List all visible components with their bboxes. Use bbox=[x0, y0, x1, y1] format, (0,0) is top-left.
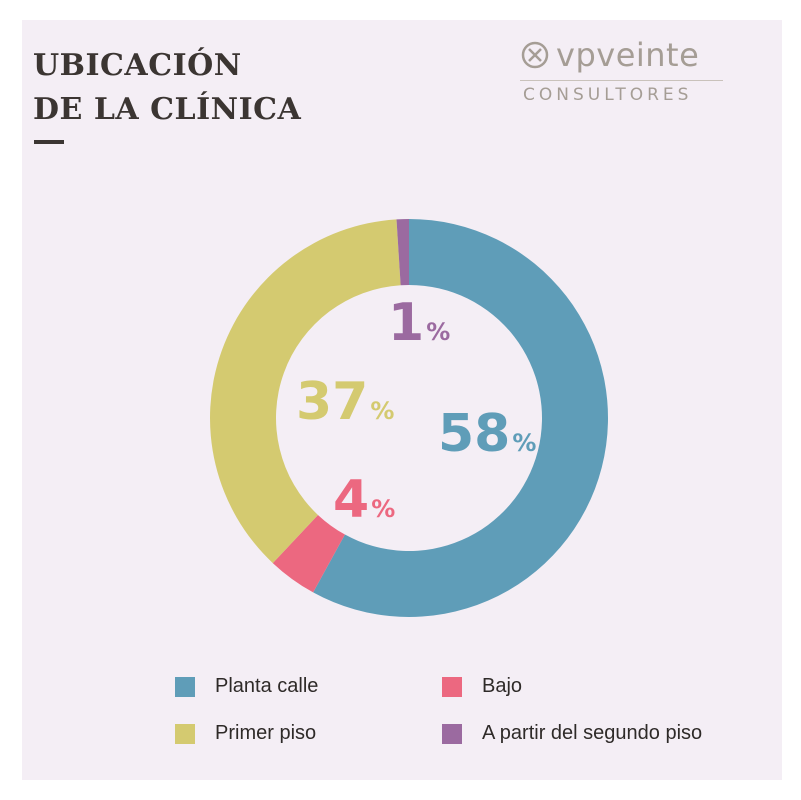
pct-sign: % bbox=[370, 397, 395, 425]
pct-value: 58 bbox=[438, 404, 511, 464]
infographic-card bbox=[22, 20, 782, 780]
donut-slice-planta-calle bbox=[313, 219, 608, 617]
circle-x-emblem-icon bbox=[521, 41, 549, 69]
pct-sign: % bbox=[426, 318, 451, 346]
donut-slice-primer-piso bbox=[209, 219, 401, 564]
pct-label-bajo: 4% bbox=[333, 470, 395, 530]
company-logo: vpveinte CONSULTORES bbox=[520, 36, 730, 106]
logo-subtitle: CONSULTORES bbox=[520, 80, 723, 105]
pct-label-planta-calle: 58% bbox=[438, 404, 536, 464]
pct-value: 1 bbox=[388, 293, 425, 353]
legend-item: A partir del segundo piso bbox=[442, 722, 702, 745]
legend-item: Primer piso bbox=[175, 722, 316, 745]
pct-sign: % bbox=[371, 495, 396, 523]
legend-label: Primer piso bbox=[215, 722, 317, 744]
pct-sign: % bbox=[512, 429, 537, 457]
legend-label: Planta calle bbox=[215, 675, 319, 697]
chart-title: UBICACIÓN DE LA CLÍNICA bbox=[33, 44, 301, 132]
legend-item: Bajo bbox=[442, 675, 522, 698]
legend-swatch bbox=[175, 723, 195, 744]
legend-swatch bbox=[442, 676, 462, 697]
pct-label-primer-piso: 37% bbox=[296, 372, 394, 432]
legend-label: Bajo bbox=[482, 675, 523, 697]
legend-swatch bbox=[442, 723, 462, 744]
title-underline bbox=[34, 140, 64, 144]
donut-slice-a-partir-del-segundo-piso bbox=[396, 219, 409, 286]
legend-swatch bbox=[175, 676, 195, 697]
pct-value: 4 bbox=[333, 470, 370, 530]
logo-wordmark: vpveinte bbox=[556, 36, 700, 74]
legend-item: Planta calle bbox=[175, 675, 318, 698]
legend-label: A partir del segundo piso bbox=[482, 722, 703, 744]
donut-slice-bajo bbox=[272, 514, 345, 593]
title-line-1: UBICACIÓN bbox=[33, 48, 242, 83]
title-line-2: DE LA CLÍNICA bbox=[33, 92, 302, 127]
pct-value: 37 bbox=[296, 372, 369, 432]
pct-label-a-partir-del-segundo-piso: 1% bbox=[388, 293, 450, 353]
